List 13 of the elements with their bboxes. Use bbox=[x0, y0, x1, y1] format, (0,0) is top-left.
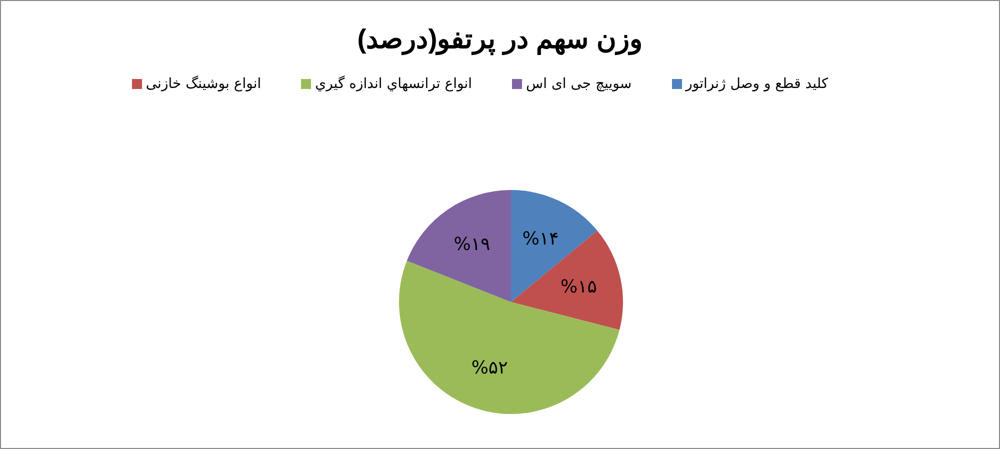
data-label: %۵۲ bbox=[471, 358, 508, 379]
data-label: %۱۴ bbox=[522, 228, 559, 250]
pie-slice bbox=[511, 190, 598, 302]
pie-slice bbox=[399, 260, 620, 414]
pie-slice bbox=[406, 190, 511, 302]
legend-label: انواع بوشینگ خازنی bbox=[146, 76, 262, 92]
legend-label: سوییچ جی ای اس bbox=[526, 76, 632, 92]
data-label: %۱۵ bbox=[560, 276, 597, 298]
chart-title: وزن سهم در پرتفو(درصد) bbox=[356, 23, 644, 55]
legend-label: انواع ترانسهاي اندازه گيري bbox=[315, 76, 472, 92]
pie-slice bbox=[511, 230, 623, 330]
data-label: %۱۹ bbox=[454, 234, 490, 256]
legend-label: کلید قطع و وصل ژنراتور bbox=[686, 76, 828, 92]
